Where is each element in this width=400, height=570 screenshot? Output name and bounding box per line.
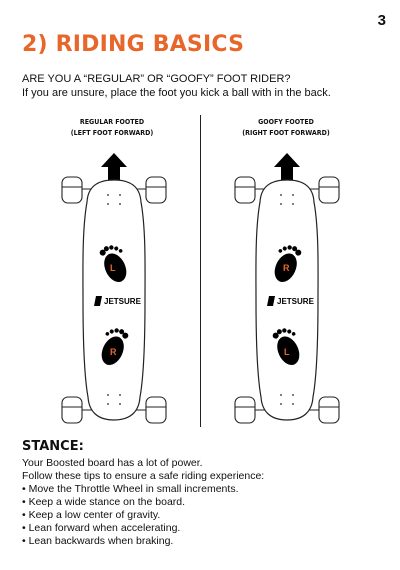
foot-question-hint: If you are unsure, place the foot you ki… [22,87,331,99]
jetsure-logo: JETSURE [267,296,315,306]
stance-intro-1: Your Boosted board has a lot of power. [22,457,203,469]
stance-body: Your Boosted board has a lot of power. F… [22,457,264,548]
foot-question: ARE YOU A “REGULAR” OR “GOOFY” FOOT RIDE… [22,73,291,85]
list-item: Keep a low center of gravity. [22,509,264,522]
list-item: Keep a wide stance on the board. [22,496,264,509]
regular-skateboard-diagram: L JETSURE R [61,153,167,424]
footprint-icon [101,328,129,365]
svg-text:JETSURE: JETSURE [104,297,142,306]
board-deck [255,179,319,421]
goofy-footed-title: GOOFY FOOTED [258,118,314,126]
page-number: 3 [377,12,386,29]
page-title: 2) RIDING BASICS [22,32,245,57]
arrow-up-icon [274,153,300,180]
front-foot-letter: R [283,263,290,273]
goofy-skateboard-diagram: R JETSURE L [234,153,340,424]
regular-footed-label: REGULAR FOOTED (LEFT FOOT FORWARD) [42,117,182,139]
list-item: Move the Throttle Wheel in small increme… [22,483,264,496]
back-foot-letter: R [110,347,117,357]
deck-bolts [280,194,294,405]
footprint-icon [274,245,302,282]
goofy-footed-subtitle: (RIGHT FOOT FORWARD) [242,129,330,137]
footprint-icon [99,245,127,282]
footprint-icon [272,328,300,365]
jetsure-logo: JETSURE [94,296,142,306]
deck-bolts [107,194,121,405]
regular-footed-title: REGULAR FOOTED [79,118,145,126]
list-item: Lean backwards when braking. [22,535,264,548]
svg-text:JETSURE: JETSURE [277,297,315,306]
front-foot-letter: L [110,263,116,273]
column-divider [200,115,201,427]
board-deck [82,179,146,421]
regular-footed-subtitle: (LEFT FOOT FORWARD) [70,129,154,137]
stance-heading: STANCE: [22,439,84,454]
stance-intro-2: Follow these tips to ensure a safe ridin… [22,470,265,482]
goofy-footed-label: GOOFY FOOTED (RIGHT FOOT FORWARD) [216,117,356,139]
back-foot-letter: L [284,347,290,357]
arrow-up-icon [101,153,127,180]
stance-tips-list: Move the Throttle Wheel in small increme… [22,483,264,548]
list-item: Lean forward when accelerating. [22,522,264,535]
